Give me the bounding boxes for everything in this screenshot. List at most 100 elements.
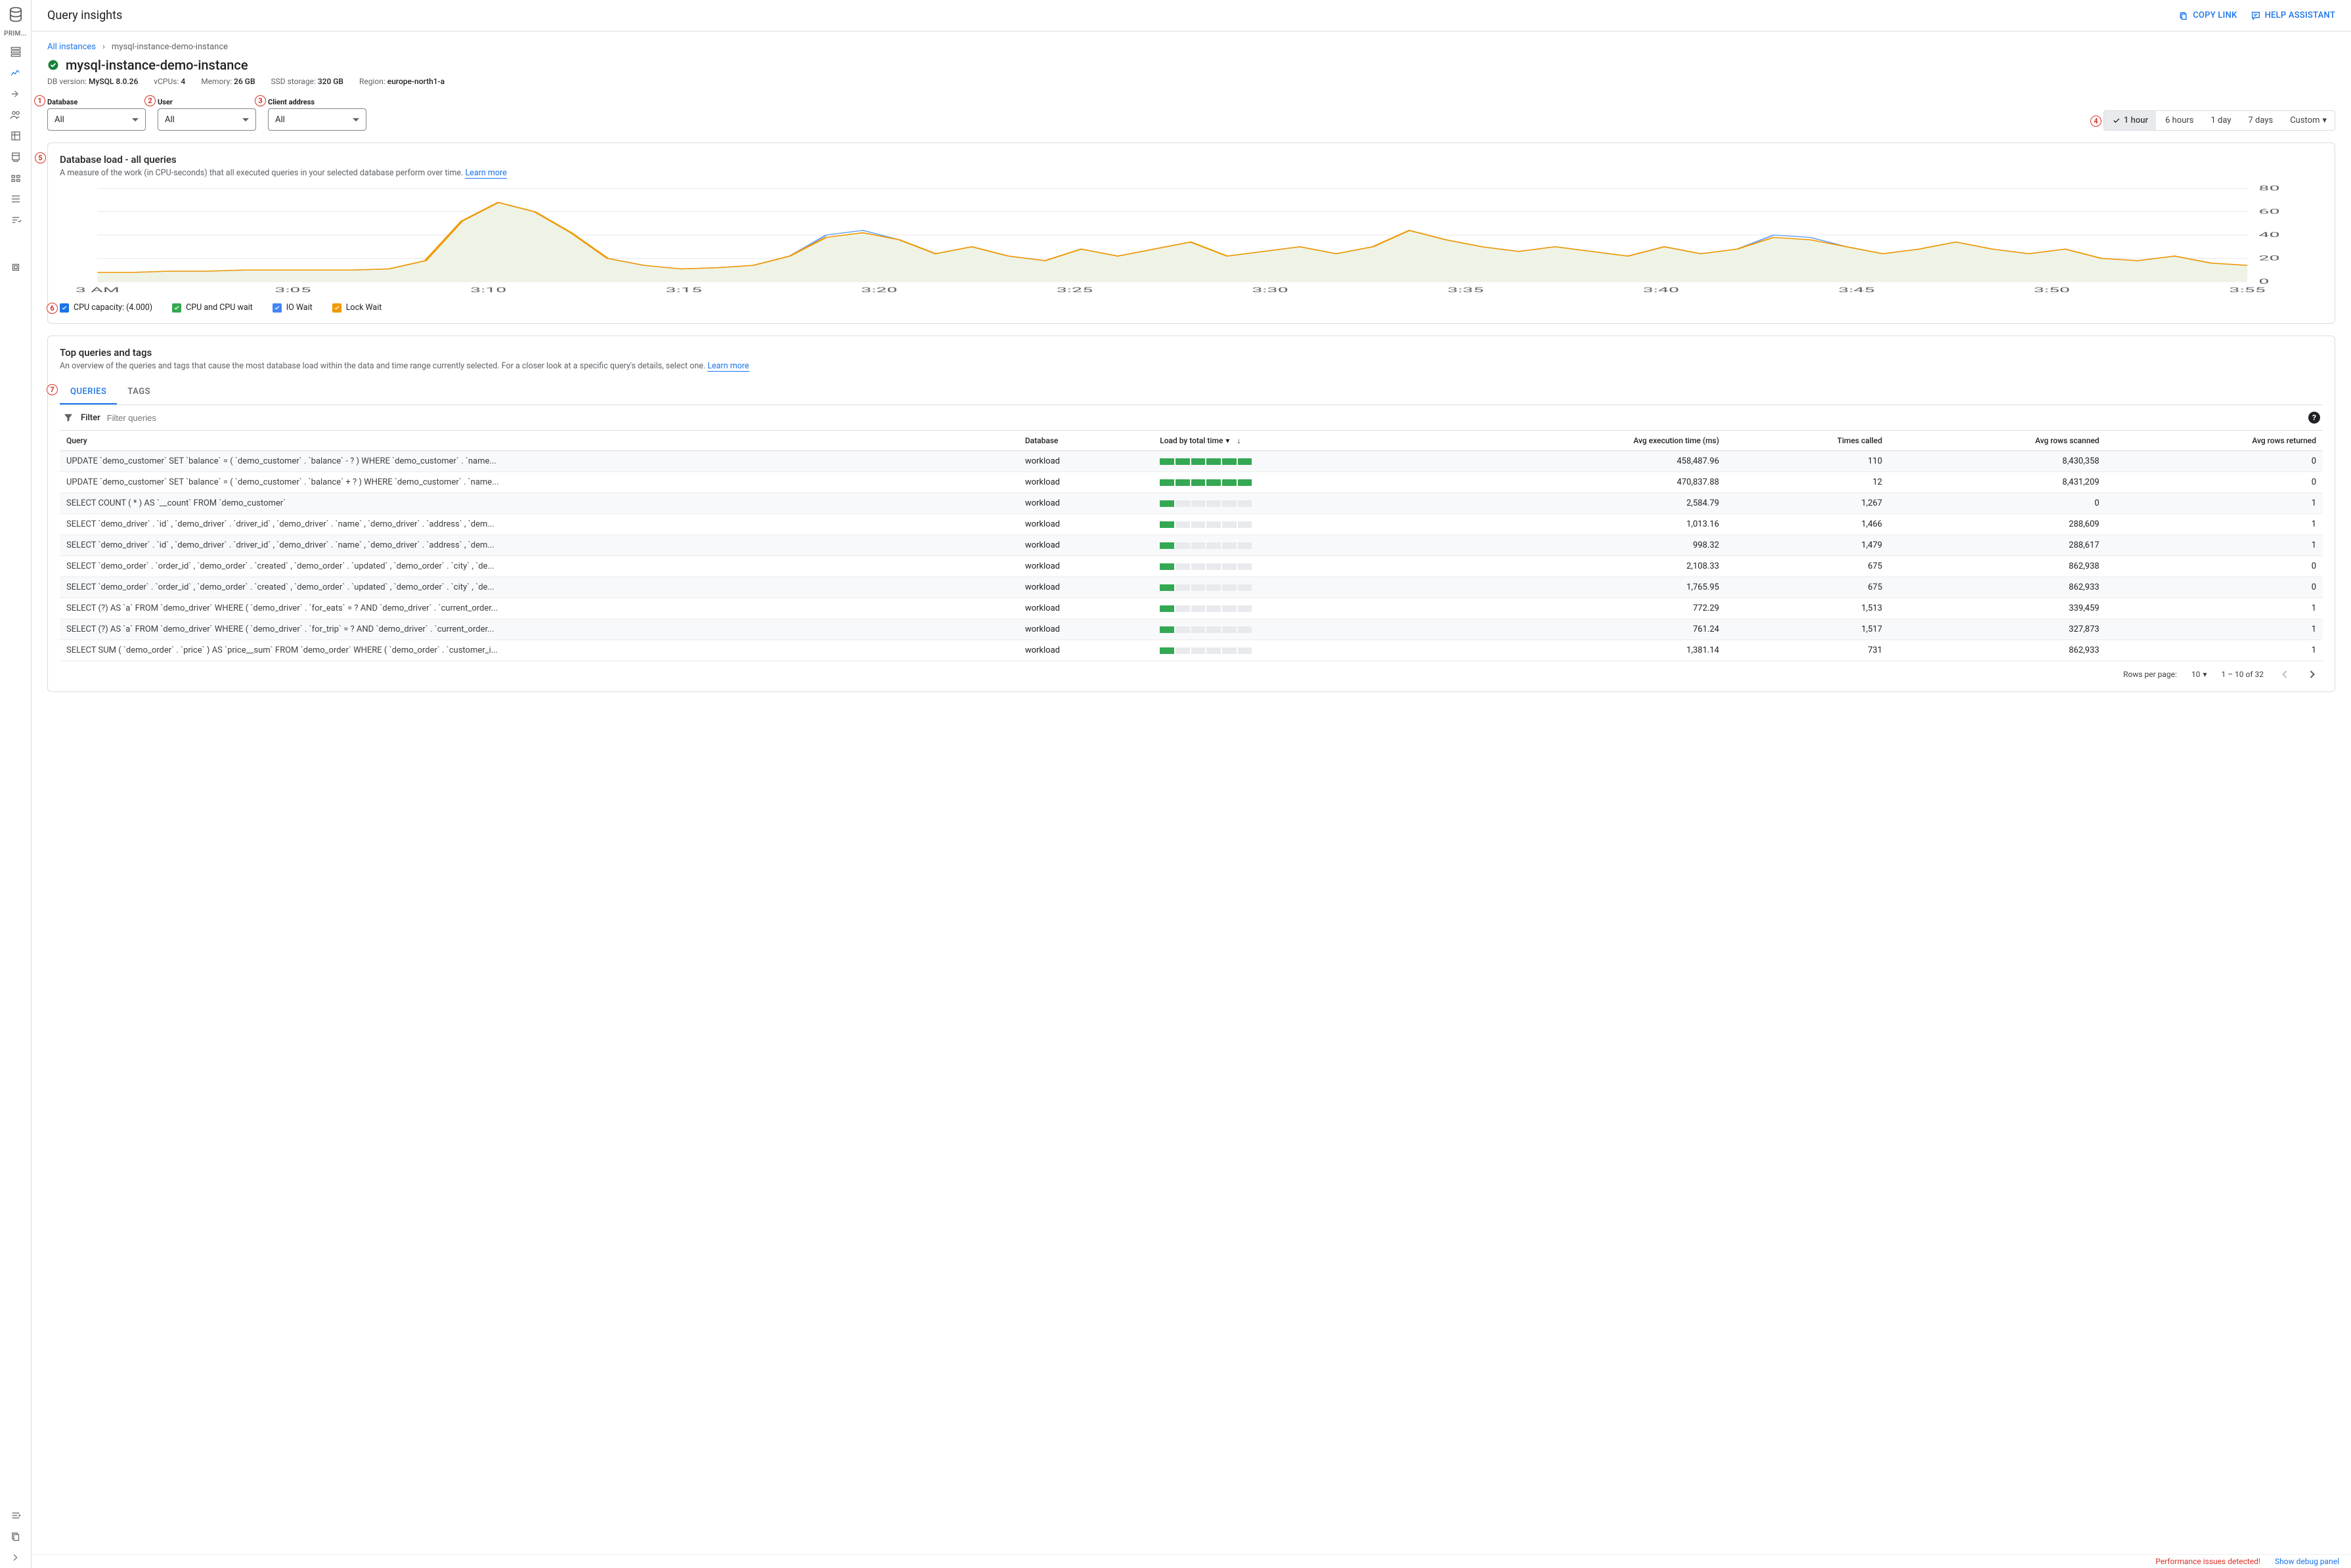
user-filter-select[interactable]: All [158,108,256,131]
legend-item[interactable]: CPU capacity: (4.000) [60,303,152,313]
cell-scanned: 327,873 [1889,619,2106,640]
tab-tags[interactable]: TAGS [117,380,161,404]
cell-load [1153,556,1448,577]
rail-item-users[interactable] [3,104,29,125]
svg-text:60: 60 [2258,208,2279,216]
prev-page-button[interactable] [2278,668,2291,681]
cell-query: SELECT SUM ( `demo_order` . `price` ) AS… [60,640,1019,661]
next-page-button[interactable] [2306,668,2319,681]
expand-icon [10,1552,22,1563]
table-row[interactable]: SELECT `demo_driver` . `id` , `demo_driv… [60,535,2323,556]
cell-query: SELECT `demo_order` . `order_id` , `demo… [60,577,1019,598]
table-row[interactable]: UPDATE `demo_customer` SET `balance` = (… [60,472,2323,493]
svg-text:3:10: 3:10 [470,286,506,294]
cell-scanned: 339,459 [1889,598,2106,619]
svg-text:3:20: 3:20 [861,286,897,294]
col-header[interactable]: Times called [1726,431,1889,451]
queries-learn-more-link[interactable]: Learn more [707,361,749,372]
time-range-custom[interactable]: Custom▾ [2282,111,2335,130]
cell-scanned: 862,933 [1889,577,2106,598]
table-row[interactable]: UPDATE `demo_customer` SET `balance` = (… [60,451,2323,472]
rows-per-page-label: Rows per page: [2123,670,2177,679]
help-icon[interactable]: ? [2308,412,2320,424]
rail-item-copy[interactable] [3,1526,29,1547]
rail-item-insights[interactable] [3,62,29,83]
load-card-title: Database load - all queries [60,154,2323,165]
product-logo [7,5,25,24]
rows-per-page-select[interactable]: 10 ▾ [2191,670,2207,679]
load-learn-more-link[interactable]: Learn more [465,168,506,179]
table-row[interactable]: SELECT `demo_order` . `order_id` , `demo… [60,577,2323,598]
cell-scanned: 8,430,358 [1889,451,2106,472]
menu-a-icon [10,261,22,273]
col-header[interactable]: Avg rows returned [2106,431,2323,451]
cell-scanned: 288,617 [1889,535,2106,556]
cell-returned: 1 [2106,535,2323,556]
rail-item-operations[interactable] [3,188,29,209]
svg-text:3:25: 3:25 [1057,286,1093,294]
rail-item-overview[interactable] [3,41,29,62]
table-row[interactable]: SELECT (?) AS `a` FROM `demo_driver` WHE… [60,598,2323,619]
cell-load [1153,640,1448,661]
time-range-1hour[interactable]: 1 hour [2104,111,2156,130]
col-header[interactable]: Load by total time ▾ ↓ [1153,431,1448,451]
chat-icon [2251,11,2261,21]
svg-text:3:55: 3:55 [2229,286,2265,294]
rail-item-menu-a[interactable] [3,257,29,278]
cell-returned: 1 [2106,640,2323,661]
queries-filter-bar: Filter ? [60,405,2323,431]
legend-item[interactable]: Lock Wait [332,303,382,313]
meta-item: vCPUs: 4 [154,77,185,86]
rail-item-migrate[interactable] [3,83,29,104]
client-filter-select[interactable]: All [268,108,366,131]
copy-link-button[interactable]: COPY LINK [2178,11,2237,21]
cell-exec: 1,381.14 [1448,640,1725,661]
filter-queries-input[interactable] [107,413,2302,423]
col-header[interactable]: Avg execution time (ms) [1448,431,1725,451]
col-header[interactable]: Query [60,431,1019,451]
load-card-subtitle: A measure of the work (in CPU-seconds) t… [60,168,463,178]
legend-item[interactable]: CPU and CPU wait [172,303,253,313]
time-range-7days[interactable]: 7 days [2240,111,2281,130]
col-header[interactable]: Avg rows scanned [1889,431,2106,451]
cell-load [1153,577,1448,598]
table-row[interactable]: SELECT (?) AS `a` FROM `demo_driver` WHE… [60,619,2323,640]
cell-calls: 1,267 [1726,493,1889,514]
svg-text:3:30: 3:30 [1252,286,1288,294]
database-filter-label: Database [47,98,146,106]
cell-exec: 772.29 [1448,598,1725,619]
table-row[interactable]: SELECT `demo_driver` . `id` , `demo_driv… [60,514,2323,535]
cell-returned: 0 [2106,577,2323,598]
callout-3: 3 [255,95,266,106]
rail-item-tables[interactable] [3,125,29,146]
tab-queries[interactable]: QUERIES [60,380,117,404]
cell-query: SELECT (?) AS `a` FROM `demo_driver` WHE… [60,598,1019,619]
cell-query: SELECT `demo_order` . `order_id` , `demo… [60,556,1019,577]
rail-item-backup[interactable] [3,146,29,167]
rail-item-expand[interactable] [3,1547,29,1568]
database-filter-select[interactable]: All [47,108,146,131]
table-row[interactable]: SELECT SUM ( `demo_order` . `price` ) AS… [60,640,2323,661]
rail-item-menu-b[interactable] [3,1505,29,1526]
paginator: Rows per page: 10 ▾ 1 – 10 of 32 [60,661,2323,681]
rail-item-replicas[interactable] [3,167,29,188]
col-header[interactable]: Database [1019,431,1153,451]
legend-swatch [60,303,69,313]
instance-title: mysql-instance-demo-instance [66,57,248,73]
breadcrumb-root[interactable]: All instances [47,42,96,52]
time-range-6hours[interactable]: 6 hours [2157,111,2201,130]
caret-down-icon: ▾ [1225,436,1229,445]
legend-item[interactable]: IO Wait [273,303,313,313]
show-debug-panel-link[interactable]: Show debug panel [2275,1557,2339,1566]
time-range-1day[interactable]: 1 day [2203,111,2239,130]
cell-database: workload [1019,619,1153,640]
cell-database: workload [1019,577,1153,598]
help-assistant-button[interactable]: HELP ASSISTANT [2251,11,2335,21]
rail-item-config[interactable] [3,209,29,230]
table-row[interactable]: SELECT `demo_order` . `order_id` , `demo… [60,556,2323,577]
cell-exec: 2,584.79 [1448,493,1725,514]
cell-returned: 1 [2106,493,2323,514]
cell-database: workload [1019,640,1153,661]
cell-exec: 998.32 [1448,535,1725,556]
table-row[interactable]: SELECT COUNT ( * ) AS `__count` FROM `de… [60,493,2323,514]
